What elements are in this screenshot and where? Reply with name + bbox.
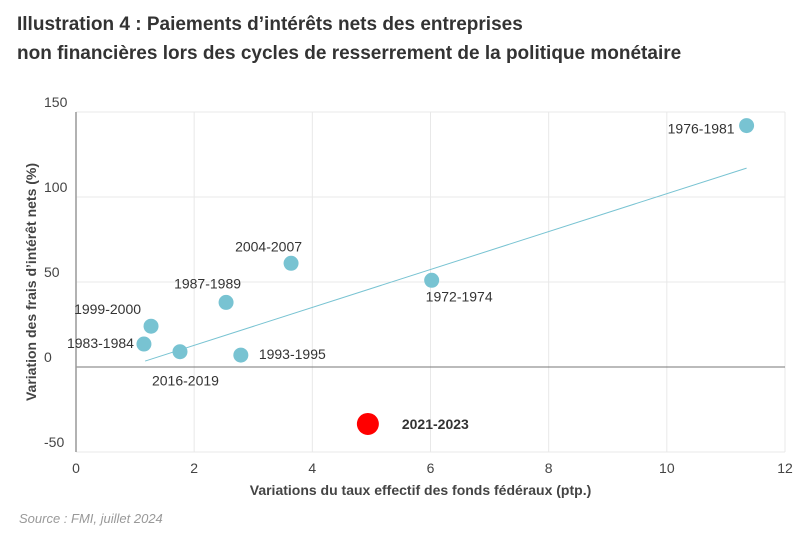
- point-label: 1999-2000: [74, 301, 141, 317]
- data-point: [233, 347, 249, 363]
- point-label: 2021-2023: [402, 416, 469, 432]
- data-point: [143, 318, 159, 334]
- point-label: 2016-2019: [152, 373, 219, 389]
- point-label: 1976-1981: [668, 121, 735, 137]
- title-line-1: Illustration 4 : Paiements d’intérêts ne…: [17, 14, 523, 35]
- title-line-2: non financières lors des cycles de resse…: [17, 43, 682, 64]
- x-tick-label: 12: [777, 460, 793, 476]
- y-axis-label: Variation des frais d’intérêt nets (%): [23, 163, 39, 401]
- data-point: [172, 344, 188, 360]
- y-tick-label: 150: [44, 94, 68, 110]
- y-tick-label: 100: [44, 179, 68, 195]
- highlight-point: [356, 412, 379, 435]
- point-label: 1972-1974: [426, 288, 493, 304]
- point-label: 1993-1995: [259, 346, 326, 362]
- data-point: [136, 336, 152, 352]
- point-label: 2004-2007: [235, 238, 302, 254]
- data-point: [218, 294, 234, 310]
- y-tick-label: 50: [44, 264, 60, 280]
- x-tick-label: 8: [545, 460, 553, 476]
- data-point: [283, 255, 299, 271]
- y-tick-label: -50: [44, 434, 64, 450]
- data-point: [424, 272, 440, 288]
- chart-title: Illustration 4 : Paiements d’intérêts ne…: [17, 10, 681, 68]
- data-point: [739, 118, 755, 134]
- x-tick-label: 2: [190, 460, 198, 476]
- x-tick-label: 10: [659, 460, 675, 476]
- source-note: Source : FMI, juillet 2024: [19, 511, 163, 526]
- x-tick-label: 6: [427, 460, 435, 476]
- y-tick-label: 0: [44, 349, 52, 365]
- x-axis-label: Variations du taux effectif des fonds fé…: [250, 482, 592, 498]
- x-tick-label: 4: [308, 460, 316, 476]
- x-tick-label: 0: [72, 460, 80, 476]
- trend-line: [144, 167, 747, 362]
- point-label: 1983-1984: [67, 335, 134, 351]
- point-label: 1987-1989: [174, 275, 241, 291]
